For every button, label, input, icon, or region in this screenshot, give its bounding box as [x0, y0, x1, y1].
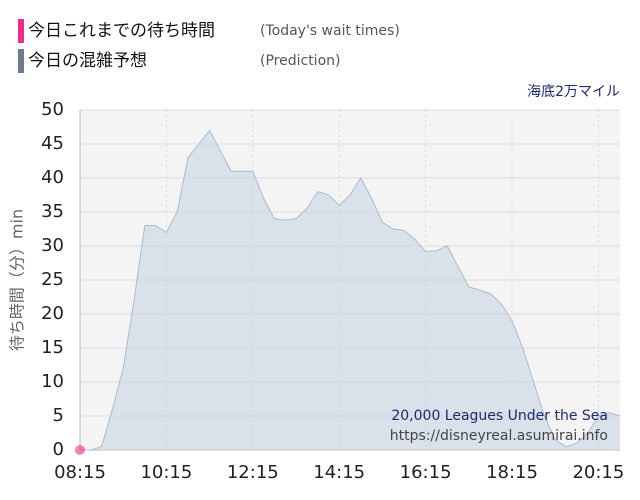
x-tick-label: 16:15	[400, 462, 452, 483]
attraction-name: 海底2万マイル	[527, 84, 620, 100]
y-tick-label: 45	[41, 133, 64, 154]
x-tick-label: 12:15	[227, 462, 279, 483]
x-tick-label: 20:15	[572, 462, 624, 483]
y-tick-label: 25	[41, 269, 64, 290]
y-tick-label: 15	[41, 337, 64, 358]
y-tick-label: 30	[41, 235, 64, 256]
y-axis-label: 待ち時間（分）min	[8, 209, 27, 351]
y-tick-label: 50	[41, 99, 64, 120]
prediction-line	[80, 129, 621, 451]
x-tick-label: 18:15	[486, 462, 538, 483]
legend-swatch	[18, 19, 24, 43]
y-tick-label: 5	[53, 405, 64, 426]
y-tick-label: 10	[41, 371, 64, 392]
prediction-area	[80, 130, 620, 450]
x-tick-label: 10:15	[140, 462, 192, 483]
y-tick-label: 40	[41, 167, 64, 188]
watermark: https://disneyreal.asumirai.info	[390, 428, 608, 444]
x-tick-label: 08:15	[54, 462, 106, 483]
wait-point	[75, 445, 85, 455]
x-tick-label: 14:15	[313, 462, 365, 483]
y-tick-label: 0	[53, 439, 64, 460]
y-tick-label: 20	[41, 303, 64, 324]
legend-note: (Today's wait times)	[260, 23, 400, 39]
legend-note: (Prediction)	[260, 53, 340, 69]
watermark: 20,000 Leagues Under the Sea	[391, 408, 608, 424]
y-tick-label: 35	[41, 201, 64, 222]
legend-swatch	[18, 49, 24, 73]
legend-label: 今日これまでの待ち時間	[28, 21, 215, 41]
legend-label: 今日の混雑予想	[28, 51, 147, 71]
